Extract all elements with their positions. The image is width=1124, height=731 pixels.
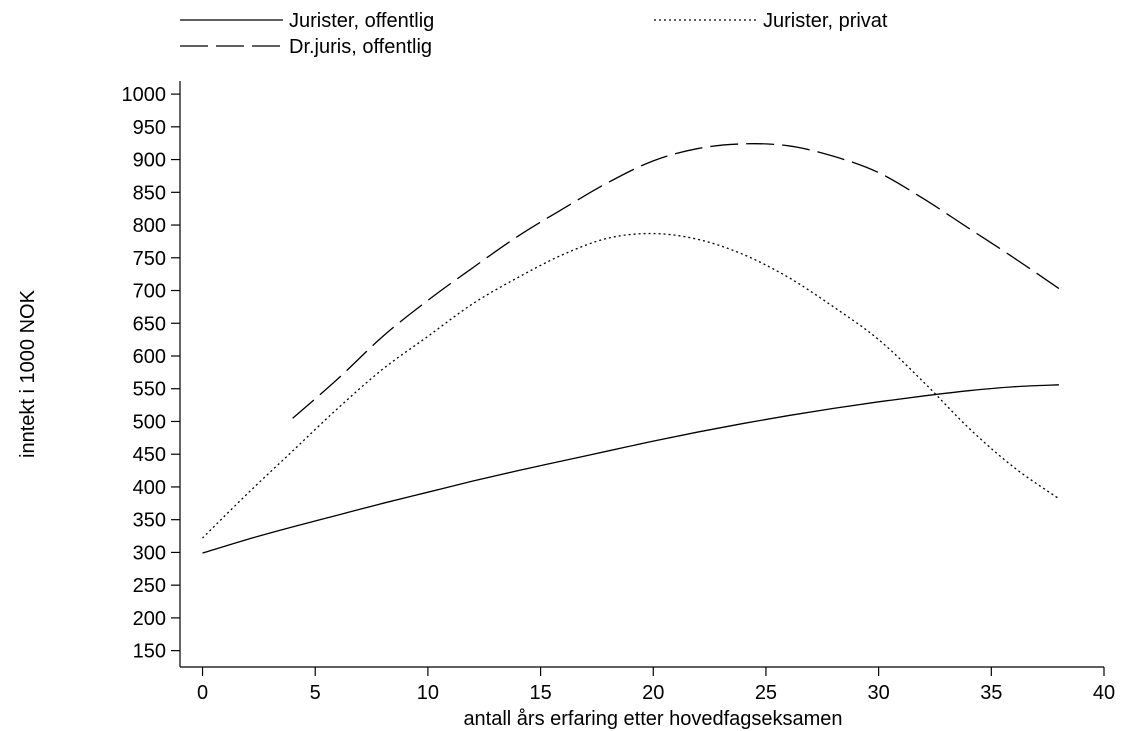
y-tick-label: 250 [133,575,166,597]
x-tick-label: 0 [197,682,208,704]
y-tick-label: 650 [133,313,166,335]
series-layer [202,143,1060,554]
series-line-2 [292,143,1060,419]
x-tick-label: 25 [755,682,777,704]
legend-label-dr-juris-offentlig: Dr.juris, offentlig [289,36,432,58]
legend-label-jurister-offentlig: Jurister, offentlig [289,10,434,32]
y-tick-label: 750 [133,248,166,270]
x-tick-label: 5 [310,682,321,704]
y-tick-label: 850 [133,182,166,204]
y-tick-label: 700 [133,281,166,303]
y-ticks: 150 200 250 300 350 400 450 500 550 600 650 700 750 8… [122,84,180,663]
y-axis-title: inntekt i 1000 NOK [17,289,39,458]
x-tick-label: 20 [642,682,664,704]
y-tick-label: 550 [133,379,166,401]
legend: Jurister, offentlig Jurister, privat Dr.… [180,10,888,58]
x-ticks: 0 5 10 15 20 25 30 35 40 [197,667,1115,704]
y-tick-label: 600 [133,346,166,368]
x-tick-label: 30 [868,682,890,704]
y-tick-label: 450 [133,444,166,466]
y-tick-label: 150 [133,641,166,663]
legend-label-jurister-privat: Jurister, privat [763,10,888,32]
x-tick-label: 15 [529,682,551,704]
x-axis-title: antall års erfaring etter hovedfagseksam… [463,708,842,730]
series-line-0 [202,384,1059,554]
y-tick-label: 950 [133,117,166,139]
y-tick-label: 900 [133,150,166,172]
x-tick-label: 40 [1093,682,1115,704]
x-tick-label: 10 [417,682,439,704]
y-tick-label: 300 [133,542,166,564]
y-tick-label: 400 [133,477,166,499]
x-tick-label: 35 [980,682,1002,704]
y-tick-label: 350 [133,510,166,532]
y-tick-label: 500 [133,411,166,433]
y-tick-label: 200 [133,608,166,630]
y-tick-label: 800 [133,215,166,237]
y-tick-label: 1000 [122,84,167,106]
